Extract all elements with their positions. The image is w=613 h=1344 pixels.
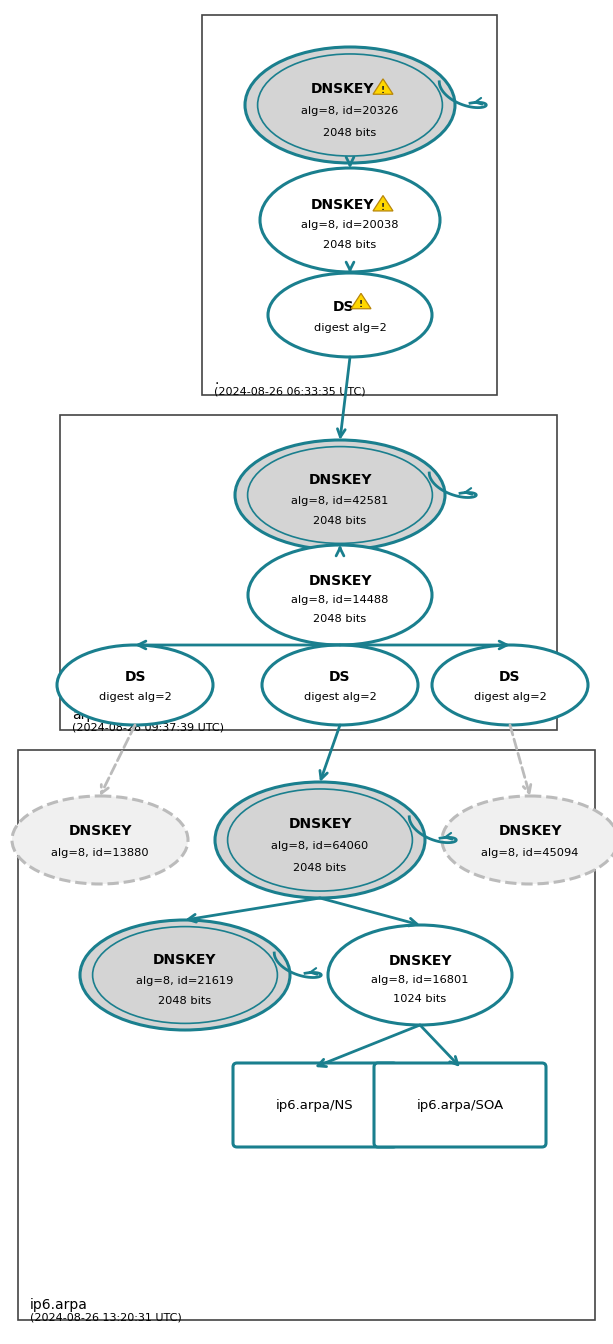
Ellipse shape (235, 439, 445, 550)
Text: DNSKEY: DNSKEY (68, 824, 132, 839)
Text: (2024-08-26 06:33:35 UTC): (2024-08-26 06:33:35 UTC) (214, 387, 365, 396)
Text: alg=8, id=14488: alg=8, id=14488 (291, 595, 389, 605)
Ellipse shape (260, 168, 440, 271)
Text: !: ! (359, 301, 363, 309)
Text: 2048 bits: 2048 bits (313, 516, 367, 527)
Text: 2048 bits: 2048 bits (324, 128, 376, 138)
Text: DNSKEY: DNSKEY (153, 953, 217, 966)
Text: DNSKEY: DNSKEY (311, 199, 375, 212)
Text: 2048 bits: 2048 bits (294, 863, 346, 872)
Ellipse shape (442, 796, 613, 884)
Text: alg=8, id=13880: alg=8, id=13880 (51, 848, 149, 859)
Bar (18, 750, 595, 1320)
Text: ip6.arpa/NS: ip6.arpa/NS (276, 1098, 354, 1111)
Polygon shape (351, 293, 371, 309)
Text: alg=8, id=20326: alg=8, id=20326 (302, 106, 398, 116)
Text: alg=8, id=64060: alg=8, id=64060 (272, 841, 368, 851)
Text: !: ! (381, 86, 385, 95)
Text: 1024 bits: 1024 bits (394, 995, 447, 1004)
Text: digest alg=2: digest alg=2 (314, 323, 386, 332)
Text: .: . (214, 374, 218, 387)
Text: ip6.arpa/SOA: ip6.arpa/SOA (416, 1098, 504, 1111)
Text: DNSKEY: DNSKEY (388, 954, 452, 968)
Text: ip6.arpa: ip6.arpa (30, 1298, 88, 1312)
Polygon shape (373, 195, 393, 211)
Ellipse shape (328, 925, 512, 1025)
Ellipse shape (248, 546, 432, 645)
Text: digest alg=2: digest alg=2 (474, 692, 546, 702)
Text: DS: DS (332, 300, 354, 313)
Ellipse shape (262, 645, 418, 724)
Text: alg=8, id=16801: alg=8, id=16801 (371, 974, 469, 985)
Text: DNSKEY: DNSKEY (288, 817, 352, 831)
Ellipse shape (215, 782, 425, 898)
Text: DS: DS (499, 671, 521, 684)
Ellipse shape (57, 645, 213, 724)
Text: alg=8, id=45094: alg=8, id=45094 (481, 848, 579, 859)
Text: 2048 bits: 2048 bits (324, 241, 376, 250)
FancyBboxPatch shape (374, 1063, 546, 1146)
Text: alg=8, id=21619: alg=8, id=21619 (136, 976, 234, 985)
Text: 2048 bits: 2048 bits (158, 996, 211, 1007)
Ellipse shape (12, 796, 188, 884)
Ellipse shape (80, 921, 290, 1030)
Text: DNSKEY: DNSKEY (308, 574, 371, 589)
Bar (202, 15, 497, 395)
Ellipse shape (432, 645, 588, 724)
Ellipse shape (268, 273, 432, 358)
Polygon shape (373, 79, 393, 94)
Text: !: ! (381, 203, 385, 211)
Text: DS: DS (329, 671, 351, 684)
Text: 2048 bits: 2048 bits (313, 614, 367, 624)
Text: DNSKEY: DNSKEY (311, 82, 375, 95)
Text: (2024-08-26 13:20:31 UTC): (2024-08-26 13:20:31 UTC) (30, 1312, 181, 1322)
Text: digest alg=2: digest alg=2 (303, 692, 376, 702)
Ellipse shape (245, 47, 455, 163)
Text: (2024-08-26 09:37:39 UTC): (2024-08-26 09:37:39 UTC) (72, 722, 224, 732)
Text: alg=8, id=20038: alg=8, id=20038 (301, 220, 398, 230)
Text: DS: DS (124, 671, 146, 684)
Text: DNSKEY: DNSKEY (308, 473, 371, 487)
Text: arpa: arpa (72, 708, 104, 722)
Text: digest alg=2: digest alg=2 (99, 692, 172, 702)
Bar (60, 415, 557, 730)
FancyBboxPatch shape (233, 1063, 397, 1146)
Text: DNSKEY: DNSKEY (498, 824, 562, 839)
Text: alg=8, id=42581: alg=8, id=42581 (291, 496, 389, 505)
